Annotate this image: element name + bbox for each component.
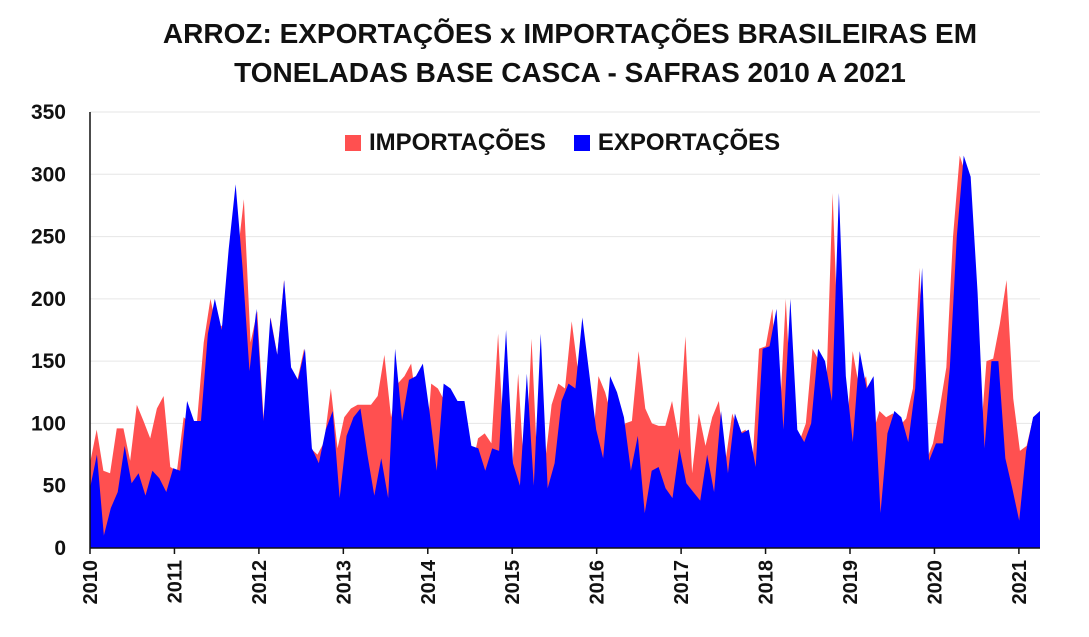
legend-swatch-exportacoes — [573, 135, 590, 151]
y-tick-label-100: 100 — [31, 412, 66, 435]
x-tick-label-2018: 2018 — [756, 560, 778, 605]
chart-legend: IMPORTAÇÕES EXPORTAÇÕES — [345, 128, 780, 158]
label-layer: 0 50 100 150 200 250 300 350 2010 2011 2012 2013 201… — [31, 101, 1031, 605]
x-tick-label-2017: 2017 — [671, 560, 693, 605]
series-area-exportacoes — [90, 155, 1040, 548]
legend-entry-importacoes: IMPORTAÇÕES — [345, 129, 546, 157]
y-tick-label-150: 150 — [31, 350, 66, 373]
chart-title-line-2: TONELADAS BASE CASCA - SAFRAS 2010 A 202… — [234, 57, 906, 88]
x-tick-label-2011: 2011 — [164, 560, 186, 603]
series-layer — [90, 155, 1040, 548]
y-tick-label-0: 0 — [54, 537, 66, 560]
y-tick-label-300: 300 — [31, 163, 66, 186]
legend-label-exportacoes: EXPORTAÇÕES — [597, 129, 781, 156]
y-tick-label-50: 50 — [43, 475, 66, 498]
x-tick-label-2012: 2012 — [249, 560, 271, 605]
x-tick-label-2021: 2021 — [1009, 560, 1031, 605]
legend-swatch-importacoes — [345, 135, 361, 151]
x-tick-label-2013: 2013 — [333, 560, 355, 605]
chart-title: ARROZ: EXPORTAÇÕES x IMPORTAÇÕES BRASILE… — [90, 14, 1050, 92]
x-tick-label-2016: 2016 — [587, 560, 609, 605]
legend-label-importacoes: IMPORTAÇÕES — [369, 129, 546, 156]
x-tick-label-2020: 2020 — [924, 560, 946, 605]
y-tick-label-350: 350 — [31, 101, 66, 124]
axis-layer — [89, 112, 1040, 554]
x-tick-label-2019: 2019 — [840, 560, 862, 605]
y-tick-label-200: 200 — [31, 288, 66, 311]
x-tick-label-2014: 2014 — [418, 559, 440, 604]
chart-title-line-1: ARROZ: EXPORTAÇÕES x IMPORTAÇÕES BRASILE… — [162, 18, 978, 49]
x-tick-label-2015: 2015 — [502, 560, 524, 605]
x-tick-label-2010: 2010 — [80, 560, 102, 605]
legend-entry-exportacoes: EXPORTAÇÕES — [573, 129, 781, 157]
y-tick-label-250: 250 — [31, 226, 66, 249]
